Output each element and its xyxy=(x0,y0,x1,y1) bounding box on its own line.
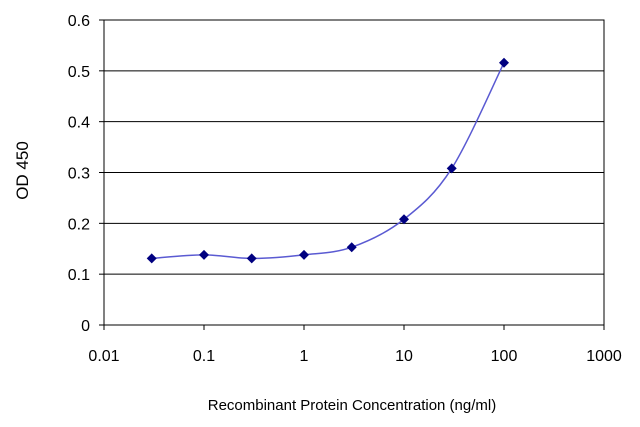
data-point xyxy=(299,249,309,260)
x-tick-label: 100 xyxy=(491,348,518,365)
grid-lines xyxy=(104,70,604,275)
x-tick-label: 1000 xyxy=(586,348,622,365)
y-tick-label: 0 xyxy=(81,318,90,335)
y-axis-title: OD 450 xyxy=(13,141,32,200)
y-tick-label: 0.5 xyxy=(68,64,90,81)
data-point xyxy=(199,249,209,260)
data-point xyxy=(146,253,157,264)
y-tick-label: 0.4 xyxy=(68,115,90,132)
x-tick-label: 0.01 xyxy=(88,348,119,365)
x-tick-label: 0.1 xyxy=(193,348,215,365)
y-tick-label: 0.6 xyxy=(68,13,90,30)
x-axis-title: Recombinant Protein Concentration (ng/ml… xyxy=(208,397,496,414)
data-point xyxy=(499,57,509,68)
x-axis-ticks: 0.01 0.1 1 10 100 1000 xyxy=(88,325,622,365)
x-tick-label: 1 xyxy=(300,348,309,365)
data-point xyxy=(399,214,409,225)
x-tick-label: 10 xyxy=(395,348,413,365)
y-tick-label: 0.1 xyxy=(68,267,90,284)
y-axis-ticks: 0 0.1 0.2 0.3 0.4 0.5 0.6 xyxy=(68,13,104,335)
y-tick-label: 0.3 xyxy=(68,166,90,183)
data-point xyxy=(246,253,257,264)
data-point xyxy=(346,242,357,253)
data-point xyxy=(446,163,457,174)
data-points xyxy=(146,57,509,264)
y-tick-label: 0.2 xyxy=(68,216,90,233)
